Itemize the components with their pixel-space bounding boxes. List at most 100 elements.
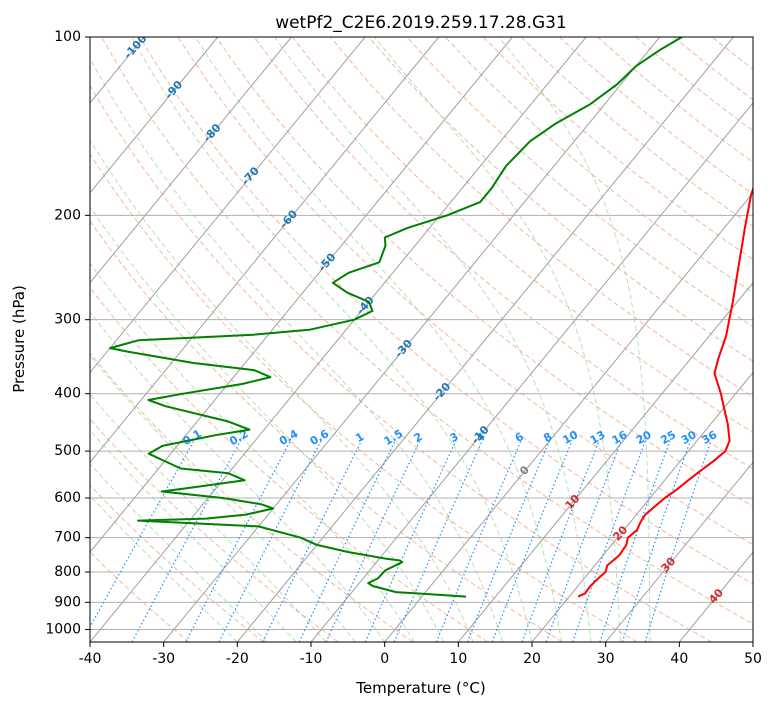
y-tick-label: 1000 [45,621,81,637]
dry-adiabat-line [215,37,753,507]
moist-adiabat-line [90,393,327,642]
moist-adiabat-line [374,37,621,642]
mixing-ratio-label: 1 [353,430,366,445]
dry-adiabat-line [139,37,753,585]
x-tick-label: -30 [152,651,175,667]
y-tick-label: 200 [54,207,81,223]
moist-adiabat-line [90,463,268,642]
axes: -40 -30 -20 -10 0 10 20 30 40 5010020030040050060… [45,29,762,667]
isotherm-gridline [310,102,753,642]
isotherm-gridline [90,37,513,553]
mixing-ratio-label: 20 [634,428,654,447]
chart-title: wetPf2_C2E6.2019.259.17.28.G31 [275,13,567,33]
dry-adiabat-line [101,37,753,625]
y-tick-label: 800 [54,564,81,580]
isotherm-label: -50 [316,250,339,274]
mixing-ratio-label: 10 [561,428,581,447]
moist-adiabat-line [90,139,474,642]
isotherm-gridline [90,37,219,194]
isotherm-gridline [752,641,753,642]
mixing-ratio-label: 16 [610,428,630,447]
mixing-ratio-label: 1.5 [382,427,405,448]
dry-adiabat-line [90,286,488,642]
mixing-ratio-line [325,440,421,642]
x-tick-label: 20 [523,651,541,667]
isotherm-gridline [90,37,587,642]
y-axis-label: Pressure (hPa) [10,285,28,393]
dry-adiabat-line [90,352,414,642]
isotherm-gridline [90,37,366,374]
mixing-ratio-line [218,440,322,642]
dry-adiabat-line [635,37,753,132]
moist-adiabat-line [90,57,503,642]
mixing-ratio-line [364,440,457,642]
mixing-ratio-label: 36 [699,428,719,447]
mixing-ratio-line [131,440,242,642]
x-axis-label: Temperature (°C) [355,679,485,697]
dry-adiabat-line [90,220,563,642]
x-tick-label: 0 [380,651,389,667]
dry-adiabat-line [90,551,190,642]
x-tick-label: 50 [744,651,762,667]
isotherm-label: -10 [469,423,492,447]
y-tick-label: 900 [54,594,81,610]
mixing-ratio-line [572,440,647,642]
dry-adiabat-line [330,37,753,398]
dry-adiabat-line [711,37,753,70]
plot-frame [89,36,754,643]
mixing-ratio-line [435,440,522,642]
x-tick-label: -40 [79,651,102,667]
isotherm-gridline [678,551,753,642]
dry-adiabat-line [406,37,753,328]
y-tick-label: 400 [54,386,81,402]
isotherm-gridline [236,37,734,642]
isotherm-gridline [457,281,753,642]
isotherm-label: -100 [121,32,149,61]
y-tick-label: 500 [54,443,81,459]
mixing-ratio-label: 13 [588,428,608,447]
mixing-ratio-line [393,440,483,642]
diagram-background [90,37,753,642]
mixing-ratio-line [491,440,573,642]
y-tick-label: 300 [54,312,81,328]
isotherm-label: -90 [162,78,185,102]
isotherm-gridline [90,37,292,284]
moist-adiabat-line [131,37,533,642]
isotherm-label: -80 [201,121,224,145]
dry-adiabat-line [177,37,753,546]
mixing-ratio-label: 30 [679,428,699,447]
dry-adiabat-line [90,418,339,642]
isotherm-label: -20 [430,380,453,404]
isoline-labels: 0.1 0.2 0.4 0.6 1 1.5 2 3 4 6 8 10 13 16 20 25 30 36-100-… [121,32,726,606]
moist-adiabat-line [90,311,386,642]
x-tick-label: 30 [597,651,615,667]
mixing-ratio-label: 3 [448,430,461,445]
x-tick-label: 10 [449,651,467,667]
moist-adiabat-line [274,37,592,642]
y-tick-label: 700 [54,530,81,546]
mixing-ratio-line [90,440,195,629]
moist-adiabat-line [90,205,445,642]
y-tick-label: 100 [54,29,81,45]
moist-adiabat-line [498,37,651,642]
isotherm-gridline [605,461,753,642]
y-tick-label: 600 [54,490,81,506]
isotherm-gridline [531,371,753,642]
x-tick-label: -10 [300,651,323,667]
mixing-ratio-label: 25 [658,428,678,447]
mixing-ratio-line [644,440,712,642]
dry-adiabat-line [292,37,753,433]
dry-adiabat-line [559,37,753,195]
dry-adiabat-line [90,484,264,642]
dewpoint-profile-line [109,37,683,598]
dry-adiabat-line [90,153,638,642]
moist-adiabat-line [90,354,356,642]
isotherm-gridline [163,37,661,642]
mixing-ratio-label: 6 [513,430,526,445]
moist-adiabat-line [90,429,297,642]
x-tick-label: -20 [226,651,249,667]
isotherm-label: -30 [392,337,415,361]
temperature-profile-line [577,185,753,598]
isotherm-gridline [90,37,440,464]
